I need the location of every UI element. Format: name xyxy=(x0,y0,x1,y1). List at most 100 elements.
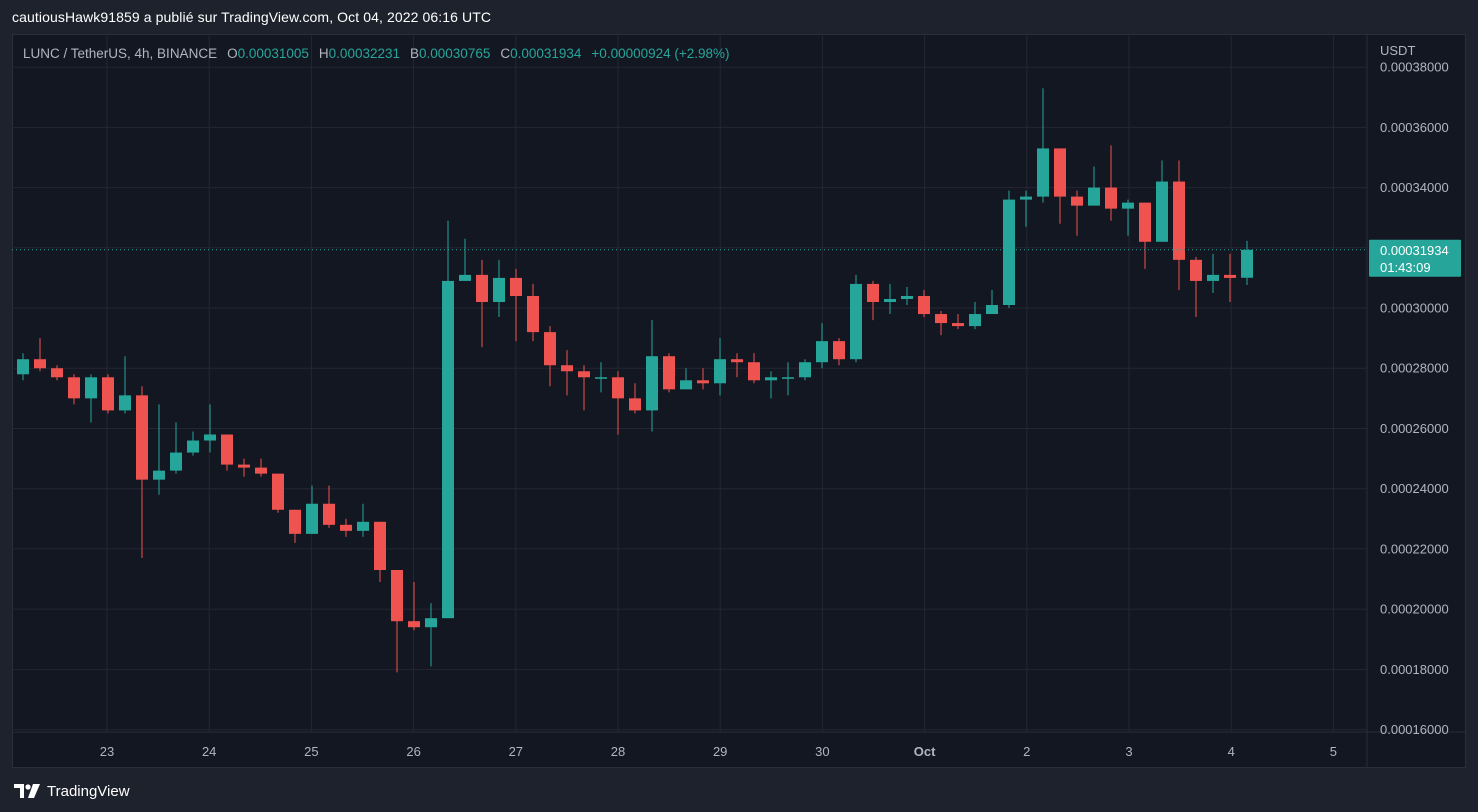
candle-body xyxy=(714,359,726,384)
time-tick-label[interactable]: 24 xyxy=(202,744,216,759)
candle xyxy=(391,569,403,673)
time-tick-label[interactable]: 30 xyxy=(815,744,829,759)
candle-body xyxy=(595,377,607,379)
candle xyxy=(85,374,97,423)
candle xyxy=(306,485,318,534)
price-tick-label[interactable]: 0.00020000 xyxy=(1380,602,1449,617)
candle-body xyxy=(51,368,63,378)
time-tick-label[interactable]: 25 xyxy=(304,744,318,759)
candle xyxy=(714,338,726,396)
candle xyxy=(986,289,998,315)
candle-body xyxy=(408,621,420,628)
candle xyxy=(68,374,80,405)
candle xyxy=(51,365,63,381)
candle xyxy=(867,280,879,321)
price-tick-label[interactable]: 0.00036000 xyxy=(1380,120,1449,135)
candle-body xyxy=(1003,199,1015,306)
price-tick-label[interactable]: 0.00038000 xyxy=(1380,60,1449,75)
candle-body xyxy=(663,356,675,390)
candle-body xyxy=(527,295,539,333)
candle-body xyxy=(816,341,828,363)
candle-body xyxy=(680,380,692,390)
candle-body xyxy=(221,434,233,465)
symbol-label[interactable]: LUNC / TetherUS, 4h, BINANCE xyxy=(23,46,218,61)
time-tick-label[interactable]: 29 xyxy=(713,744,727,759)
candle xyxy=(850,274,862,363)
candle xyxy=(272,473,284,513)
candle-body xyxy=(935,314,947,324)
price-tick-label[interactable]: 0.00018000 xyxy=(1380,662,1449,677)
candle-body xyxy=(544,332,556,366)
candle xyxy=(731,353,743,378)
candle xyxy=(170,422,182,474)
candle-body xyxy=(1088,187,1100,206)
candle xyxy=(697,368,709,390)
candle xyxy=(578,365,590,411)
high-label: H xyxy=(318,46,329,61)
candle xyxy=(1088,166,1100,206)
candle-body xyxy=(1241,249,1253,278)
last-price-value: 0.00031934 xyxy=(1380,243,1449,258)
candle-body xyxy=(697,380,709,384)
candle-body xyxy=(731,359,743,363)
candle xyxy=(1037,88,1049,203)
open-value: 0.00031005 xyxy=(237,46,309,61)
candle xyxy=(1224,253,1236,302)
price-tick-label[interactable]: 0.00016000 xyxy=(1380,722,1449,737)
candle-body xyxy=(1122,202,1134,209)
ohlc-legend: LUNC / TetherUS, 4h, BINANCE O 0.0003100… xyxy=(23,46,730,61)
open-label: O xyxy=(227,46,238,61)
candle xyxy=(136,386,148,558)
footer-brand[interactable]: TradingView xyxy=(14,776,130,806)
candle-body xyxy=(1037,148,1049,197)
high-value: 0.00032231 xyxy=(328,46,400,61)
time-tick-label[interactable]: 3 xyxy=(1125,744,1132,759)
candle xyxy=(221,434,233,471)
candle-body xyxy=(646,356,658,411)
candle xyxy=(459,238,471,281)
candle xyxy=(1122,199,1134,236)
price-tick-label[interactable]: 0.00028000 xyxy=(1380,361,1449,376)
candle-body xyxy=(17,359,29,375)
time-tick-label[interactable]: 23 xyxy=(100,744,114,759)
time-tick-label[interactable]: 4 xyxy=(1228,744,1235,759)
price-tick-label[interactable]: 0.00022000 xyxy=(1380,541,1449,556)
candle xyxy=(646,320,658,432)
price-tick-label[interactable]: 0.00030000 xyxy=(1380,301,1449,316)
time-tick-label[interactable]: 5 xyxy=(1330,744,1337,759)
candle-body xyxy=(561,365,573,372)
candle xyxy=(782,362,794,396)
time-tick-label[interactable]: 26 xyxy=(406,744,420,759)
candle xyxy=(340,518,352,537)
price-tick-label[interactable]: 0.00026000 xyxy=(1380,421,1449,436)
candle-body xyxy=(323,503,335,525)
price-tick-label[interactable]: 0.00024000 xyxy=(1380,481,1449,496)
candle xyxy=(374,521,386,583)
candle xyxy=(17,353,29,381)
price-axis-labels[interactable]: 0.000380000.000360000.000340000.00032000… xyxy=(1380,60,1449,737)
candle xyxy=(1071,190,1083,236)
close-label: C xyxy=(500,46,511,61)
time-tick-label[interactable]: 27 xyxy=(509,744,523,759)
time-tick-label[interactable]: 28 xyxy=(611,744,625,759)
time-tick-label[interactable]: 2 xyxy=(1023,744,1030,759)
candle xyxy=(1156,160,1168,242)
candle-body xyxy=(1054,148,1066,197)
candle xyxy=(561,350,573,396)
candle-body xyxy=(459,274,471,281)
candle-body xyxy=(1173,181,1185,260)
candle-body xyxy=(901,295,913,299)
bar-countdown: 01:43:09 xyxy=(1380,260,1431,275)
candle xyxy=(119,356,131,414)
price-tick-label[interactable]: 0.00034000 xyxy=(1380,180,1449,195)
time-tick-label[interactable]: Oct xyxy=(914,744,936,759)
candle-body xyxy=(119,395,131,411)
candlestick-chart[interactable]: USDT 0.00038000 0.00036000 0.00034000 0.000… xyxy=(12,34,1466,768)
candle-body xyxy=(102,377,114,411)
time-axis-labels[interactable]: 23 24 25 26 27 28 29 30 Oct 2 3 4 5 xyxy=(100,744,1337,759)
candle xyxy=(901,286,913,306)
candle xyxy=(1207,253,1219,293)
candle xyxy=(612,371,624,435)
candle-body xyxy=(1105,187,1117,209)
candle-body xyxy=(340,524,352,531)
